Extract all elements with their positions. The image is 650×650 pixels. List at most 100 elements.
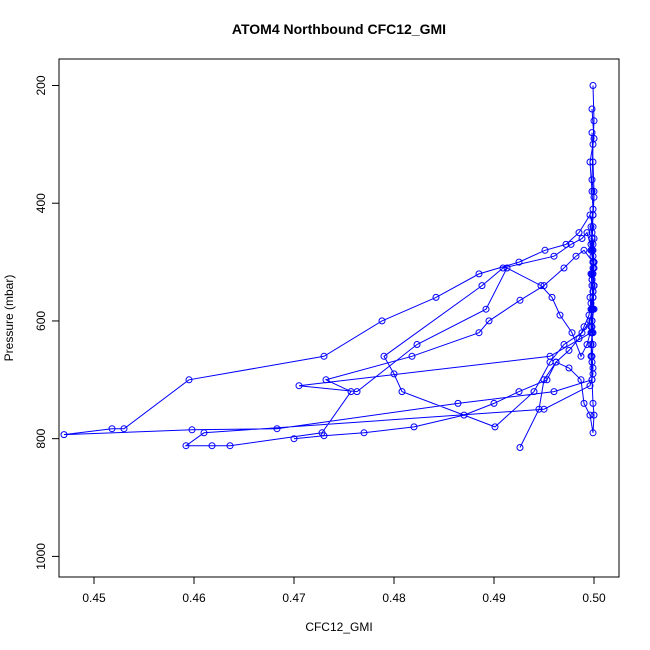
data-point <box>226 442 234 450</box>
data-point <box>583 229 591 237</box>
data-point <box>550 252 558 260</box>
data-point <box>575 335 583 343</box>
data-point <box>560 341 568 348</box>
data-point <box>590 117 598 125</box>
data-point <box>590 282 598 290</box>
data-point <box>588 176 596 184</box>
data-point <box>499 264 507 272</box>
x-tick-label: 0.47 <box>282 591 306 605</box>
data-point <box>320 352 328 360</box>
data-point <box>568 329 576 337</box>
data-point <box>478 282 486 290</box>
y-tick-label: 1000 <box>34 543 48 570</box>
data-point <box>475 329 483 337</box>
data-point <box>580 246 588 254</box>
data-point <box>578 235 586 242</box>
data-point <box>485 317 493 325</box>
series-line-3 <box>519 132 595 448</box>
y-tick-label: 400 <box>34 193 48 213</box>
data-point <box>589 82 597 89</box>
data-point <box>580 323 588 331</box>
data-point <box>454 399 462 407</box>
data-point <box>295 382 303 390</box>
data-point <box>503 264 511 272</box>
data-point <box>588 129 596 137</box>
data-point <box>588 376 596 384</box>
plot-frame <box>58 58 620 578</box>
data-point <box>552 358 560 366</box>
data-point <box>208 442 216 450</box>
data-point <box>516 296 524 304</box>
data-point <box>515 258 523 266</box>
data-point <box>578 329 586 337</box>
data-point <box>540 405 548 413</box>
data-point <box>432 293 440 301</box>
data-point <box>273 425 281 433</box>
y-axis-label: Pressure (mbar) <box>2 275 16 362</box>
y-tick-label: 600 <box>34 311 48 331</box>
data-point <box>556 311 564 319</box>
data-point <box>589 211 597 219</box>
data-point <box>540 376 548 384</box>
data-point <box>587 299 595 307</box>
data-point <box>108 425 116 433</box>
x-axis: 0.45 0.46 0.47 0.48 0.49 0.50 <box>82 576 606 605</box>
data-point <box>588 105 596 113</box>
data-point <box>540 282 548 290</box>
data-point <box>565 346 573 354</box>
series-line-1 <box>63 108 595 447</box>
data-point <box>390 370 398 378</box>
data-point <box>380 352 388 360</box>
data-point <box>562 240 570 248</box>
data-point <box>560 264 568 272</box>
data-point <box>588 187 596 195</box>
data-point <box>587 352 595 360</box>
data-point <box>200 429 208 437</box>
data-point <box>516 444 524 451</box>
data-point <box>577 352 585 360</box>
data-point <box>586 411 594 419</box>
data-point <box>575 229 583 237</box>
data-point <box>185 376 193 384</box>
data-point <box>589 158 597 166</box>
data-point <box>491 423 499 431</box>
data-point <box>408 352 416 360</box>
data-point <box>347 388 355 396</box>
data-point <box>590 187 598 195</box>
data-point <box>588 329 596 337</box>
y-tick-label: 200 <box>34 75 48 95</box>
data-point <box>475 270 483 278</box>
data-point <box>590 411 598 419</box>
data-point <box>580 399 588 407</box>
x-tick-label: 0.48 <box>382 591 406 605</box>
y-axis: 200 400 600 800 1000 <box>34 75 60 570</box>
x-tick-label: 0.50 <box>582 591 606 605</box>
chart-title: ATOM4 Northbound CFC12_GMI <box>232 21 446 37</box>
data-point <box>589 399 597 407</box>
data-point <box>588 235 596 242</box>
data-point <box>589 305 597 313</box>
data-point <box>588 276 596 284</box>
x-axis-label: CFC12_GMI <box>305 620 372 634</box>
data-point <box>360 429 368 437</box>
data-point <box>188 426 196 434</box>
data-point <box>541 246 549 254</box>
data-point <box>490 399 498 407</box>
x-tick-label: 0.49 <box>482 591 506 605</box>
data-layer <box>60 82 598 451</box>
data-point <box>589 429 597 437</box>
data-point <box>577 376 585 384</box>
y-tick-label: 800 <box>34 428 48 448</box>
data-point <box>548 293 556 301</box>
data-point <box>460 411 468 419</box>
x-tick-label: 0.45 <box>82 591 106 605</box>
data-point <box>585 311 593 319</box>
data-point <box>535 405 543 413</box>
data-point <box>572 252 580 260</box>
data-point <box>182 442 190 450</box>
data-point <box>515 388 523 396</box>
data-point <box>565 364 573 372</box>
data-point <box>530 388 538 396</box>
data-point <box>589 341 597 348</box>
data-point <box>378 317 386 325</box>
